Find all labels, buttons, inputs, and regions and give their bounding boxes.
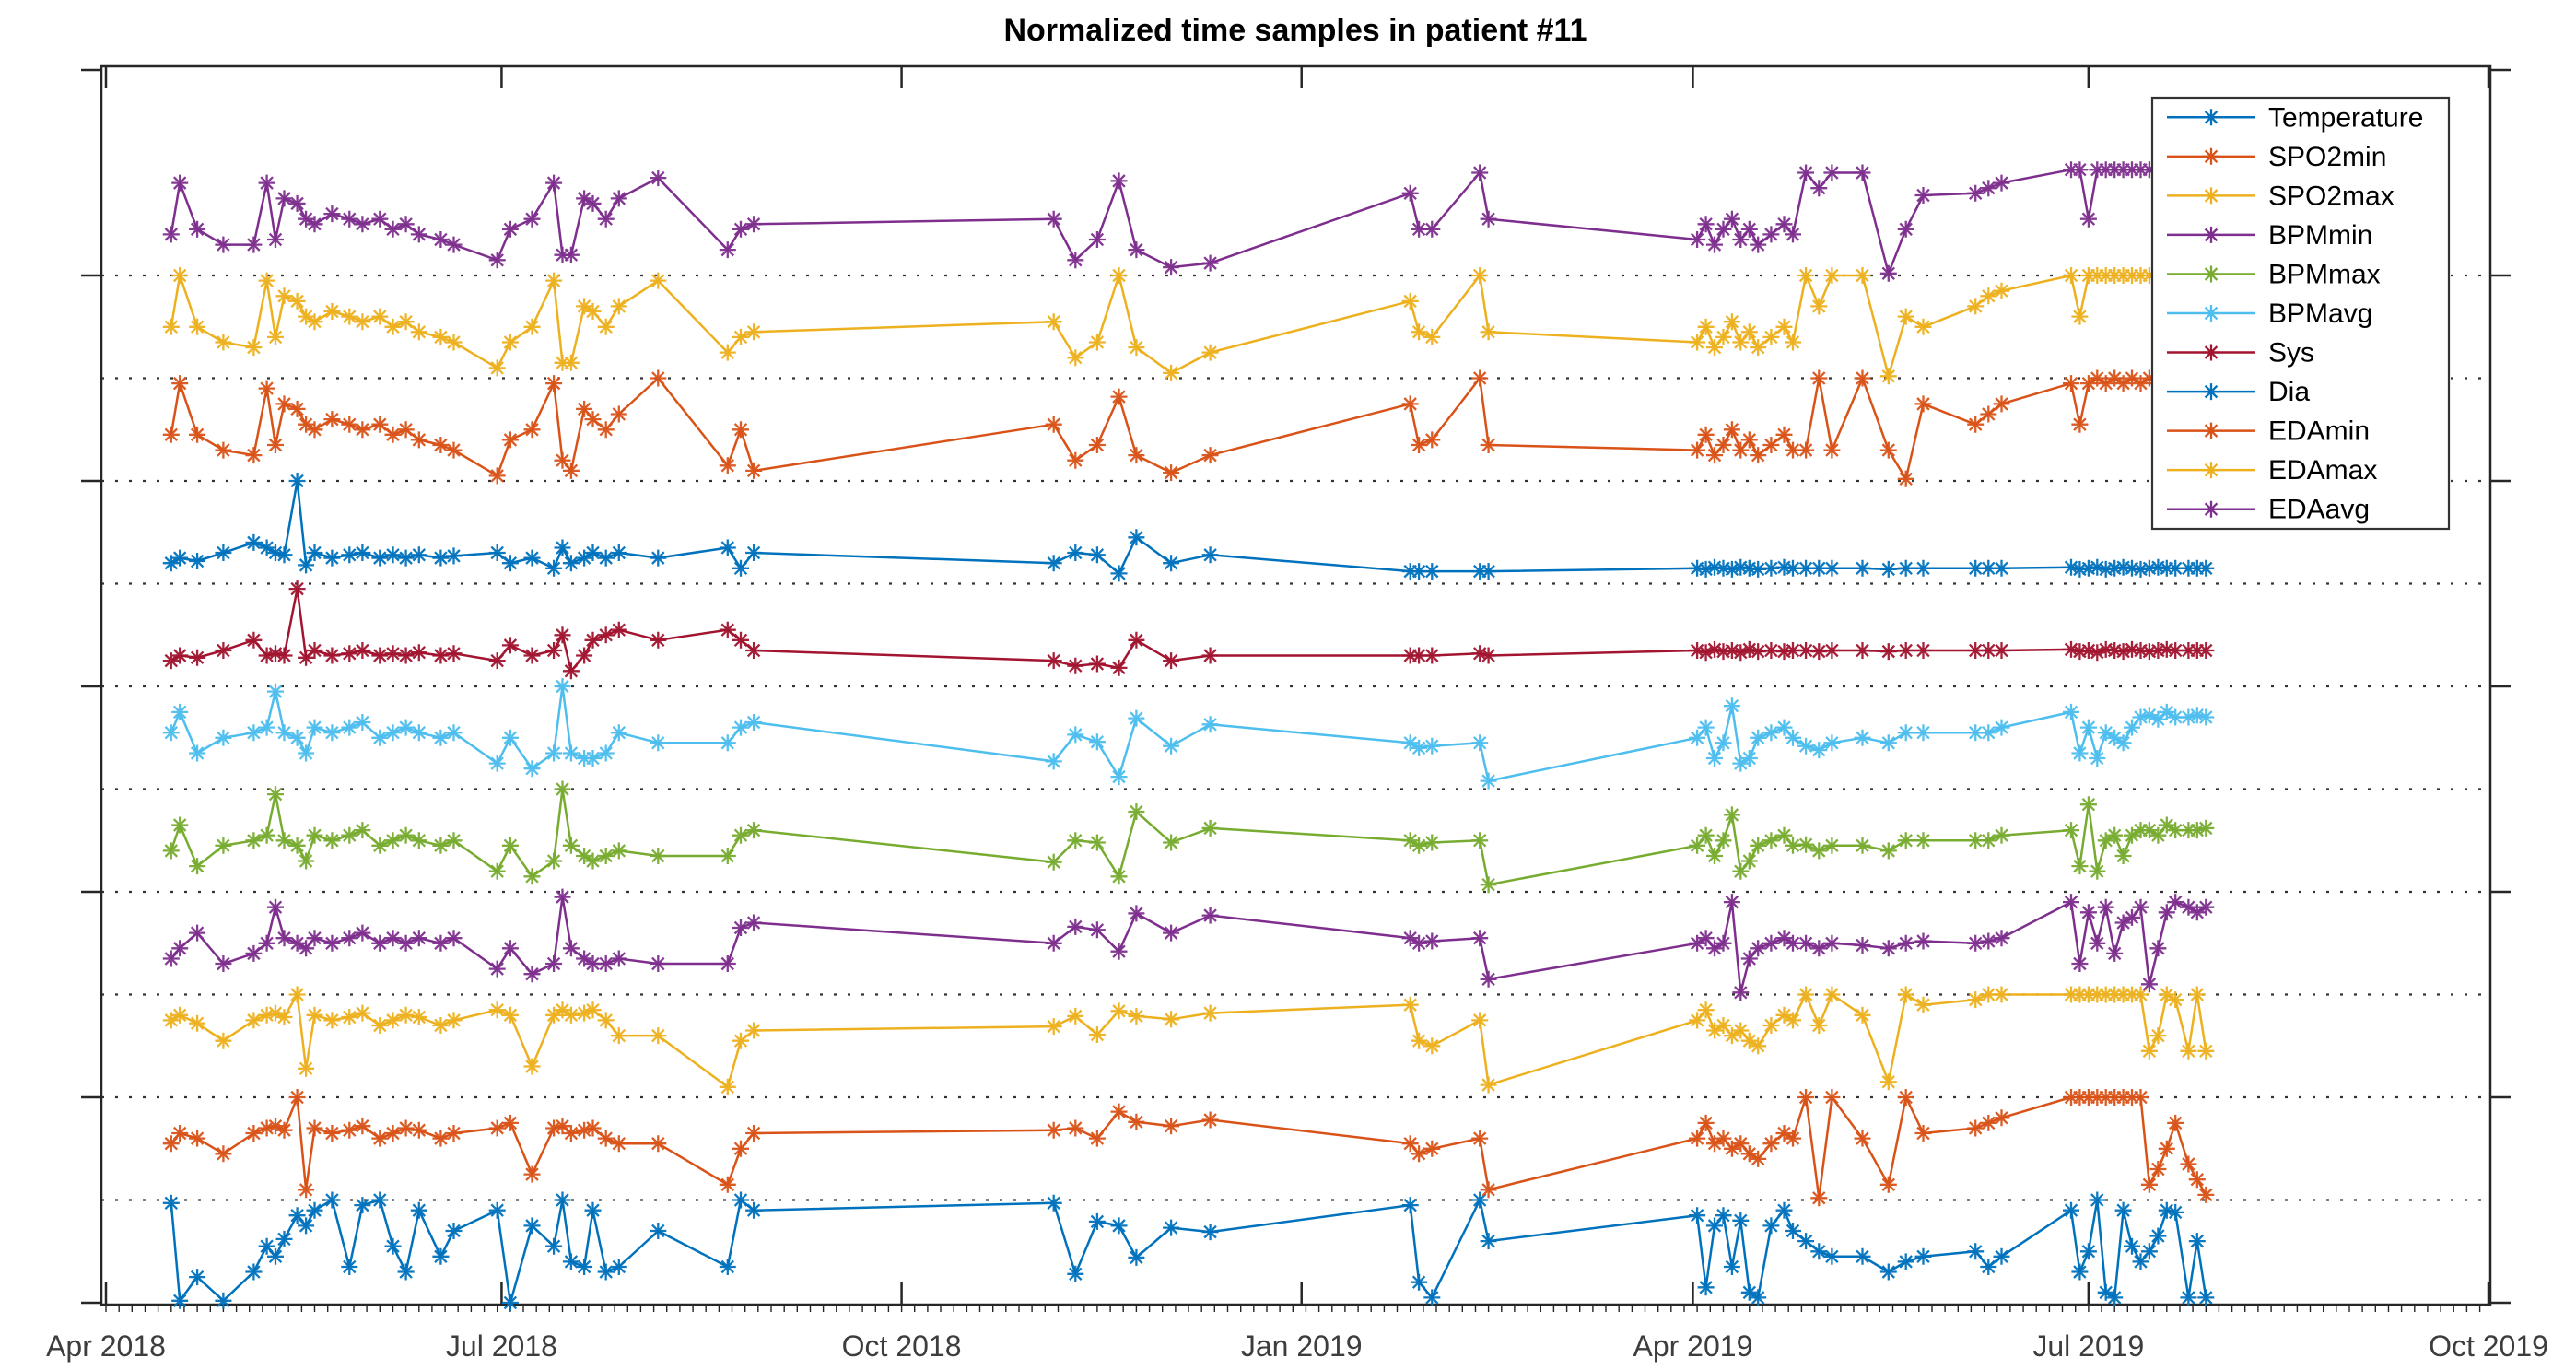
series-markers-SPO2min [162,1089,2215,1207]
legend-label: Sys [2268,338,2314,369]
plot-area: Apr 2018 Jul 2018 Oct 2018 Jan 2019 Apr 2019… [46,64,2548,1363]
series-markers-EDAavg [162,161,2215,282]
legend-item-EDAmin: EDAmin [2167,416,2370,447]
x-tick-label: Jan 2019 [1241,1329,1363,1363]
axes-frame [100,64,2492,1306]
legend-item-Temperature: Temperature [2167,102,2423,133]
series-markers-EDAmin [162,369,2215,487]
chart-title: Normalized time samples in patient #11 [1003,13,1587,48]
legend-asterisk-icon [2203,462,2219,479]
legend-label: BPMavg [2268,299,2372,329]
series-line-Sys [170,587,2207,673]
series-line-Temperature [170,1199,2207,1305]
legend-label: Temperature [2268,102,2423,133]
legend-label: BPMmin [2268,220,2372,251]
legend-asterisk-icon [2203,422,2219,439]
series-line-SPO2min [170,1095,2207,1200]
legend-asterisk-icon [2203,226,2219,243]
x-tick-label: Oct 2019 [2429,1329,2548,1363]
series-line-BPMmin [170,896,2207,994]
series-line-EDAmin [170,377,2207,481]
x-tick-label: Apr 2018 [46,1329,166,1363]
legend-item-BPMmin: BPMmin [2167,220,2372,251]
legend-item-Sys: Sys [2167,338,2314,369]
legend-asterisk-icon [2203,187,2219,205]
x-tick-label: Apr 2019 [1633,1329,1752,1363]
x-tick-label: Jul 2019 [2032,1329,2144,1363]
series-markers-Temperature [162,1191,2215,1311]
series-markers-SPO2max [162,986,2215,1095]
legend-label: SPO2min [2268,142,2386,172]
legend-asterisk-icon [2203,109,2219,126]
series-line-EDAmax [170,274,2207,378]
legend-label: Dia [2268,377,2310,407]
legend-label: BPMmax [2268,259,2381,289]
legend-label: EDAmax [2268,455,2377,486]
legend-item-EDAmax: EDAmax [2167,455,2377,486]
legend-item-SPO2min: SPO2min [2167,142,2386,172]
legend-item-EDAavg: EDAavg [2167,495,2370,525]
legend-label: EDAmin [2268,416,2370,447]
series-line-SPO2max [170,993,2207,1089]
legend-asterisk-icon [2203,500,2219,518]
series-markers-BPMmax [162,780,2215,894]
legend-item-Dia: Dia [2167,377,2310,407]
legend-label: SPO2max [2268,181,2395,211]
series-markers-Dia [162,473,2215,582]
series-line-Dia [170,479,2207,575]
series-line-EDAavg [170,168,2207,275]
legend-asterisk-icon [2203,147,2219,165]
legend-asterisk-icon [2203,383,2219,401]
legend-item-SPO2max: SPO2max [2167,181,2395,211]
x-tick-label: Jul 2018 [446,1329,557,1363]
x-tick-label: Oct 2018 [842,1329,962,1363]
legend-asterisk-icon [2203,305,2219,322]
x-axis-minor-ticks [105,1305,2481,1312]
legend-item-BPMmax: BPMmax [2167,259,2381,289]
legend-item-BPMavg: BPMavg [2167,299,2372,329]
series-markers-EDAmax [162,267,2215,385]
legend-label: EDAavg [2268,495,2370,525]
legend-asterisk-icon [2203,265,2219,283]
series-markers-BPMavg [162,678,2215,790]
series-markers-Sys [162,580,2215,680]
legend-asterisk-icon [2203,344,2219,361]
series-line-BPMmax [170,788,2207,886]
series-markers-BPMmin [162,888,2215,1001]
